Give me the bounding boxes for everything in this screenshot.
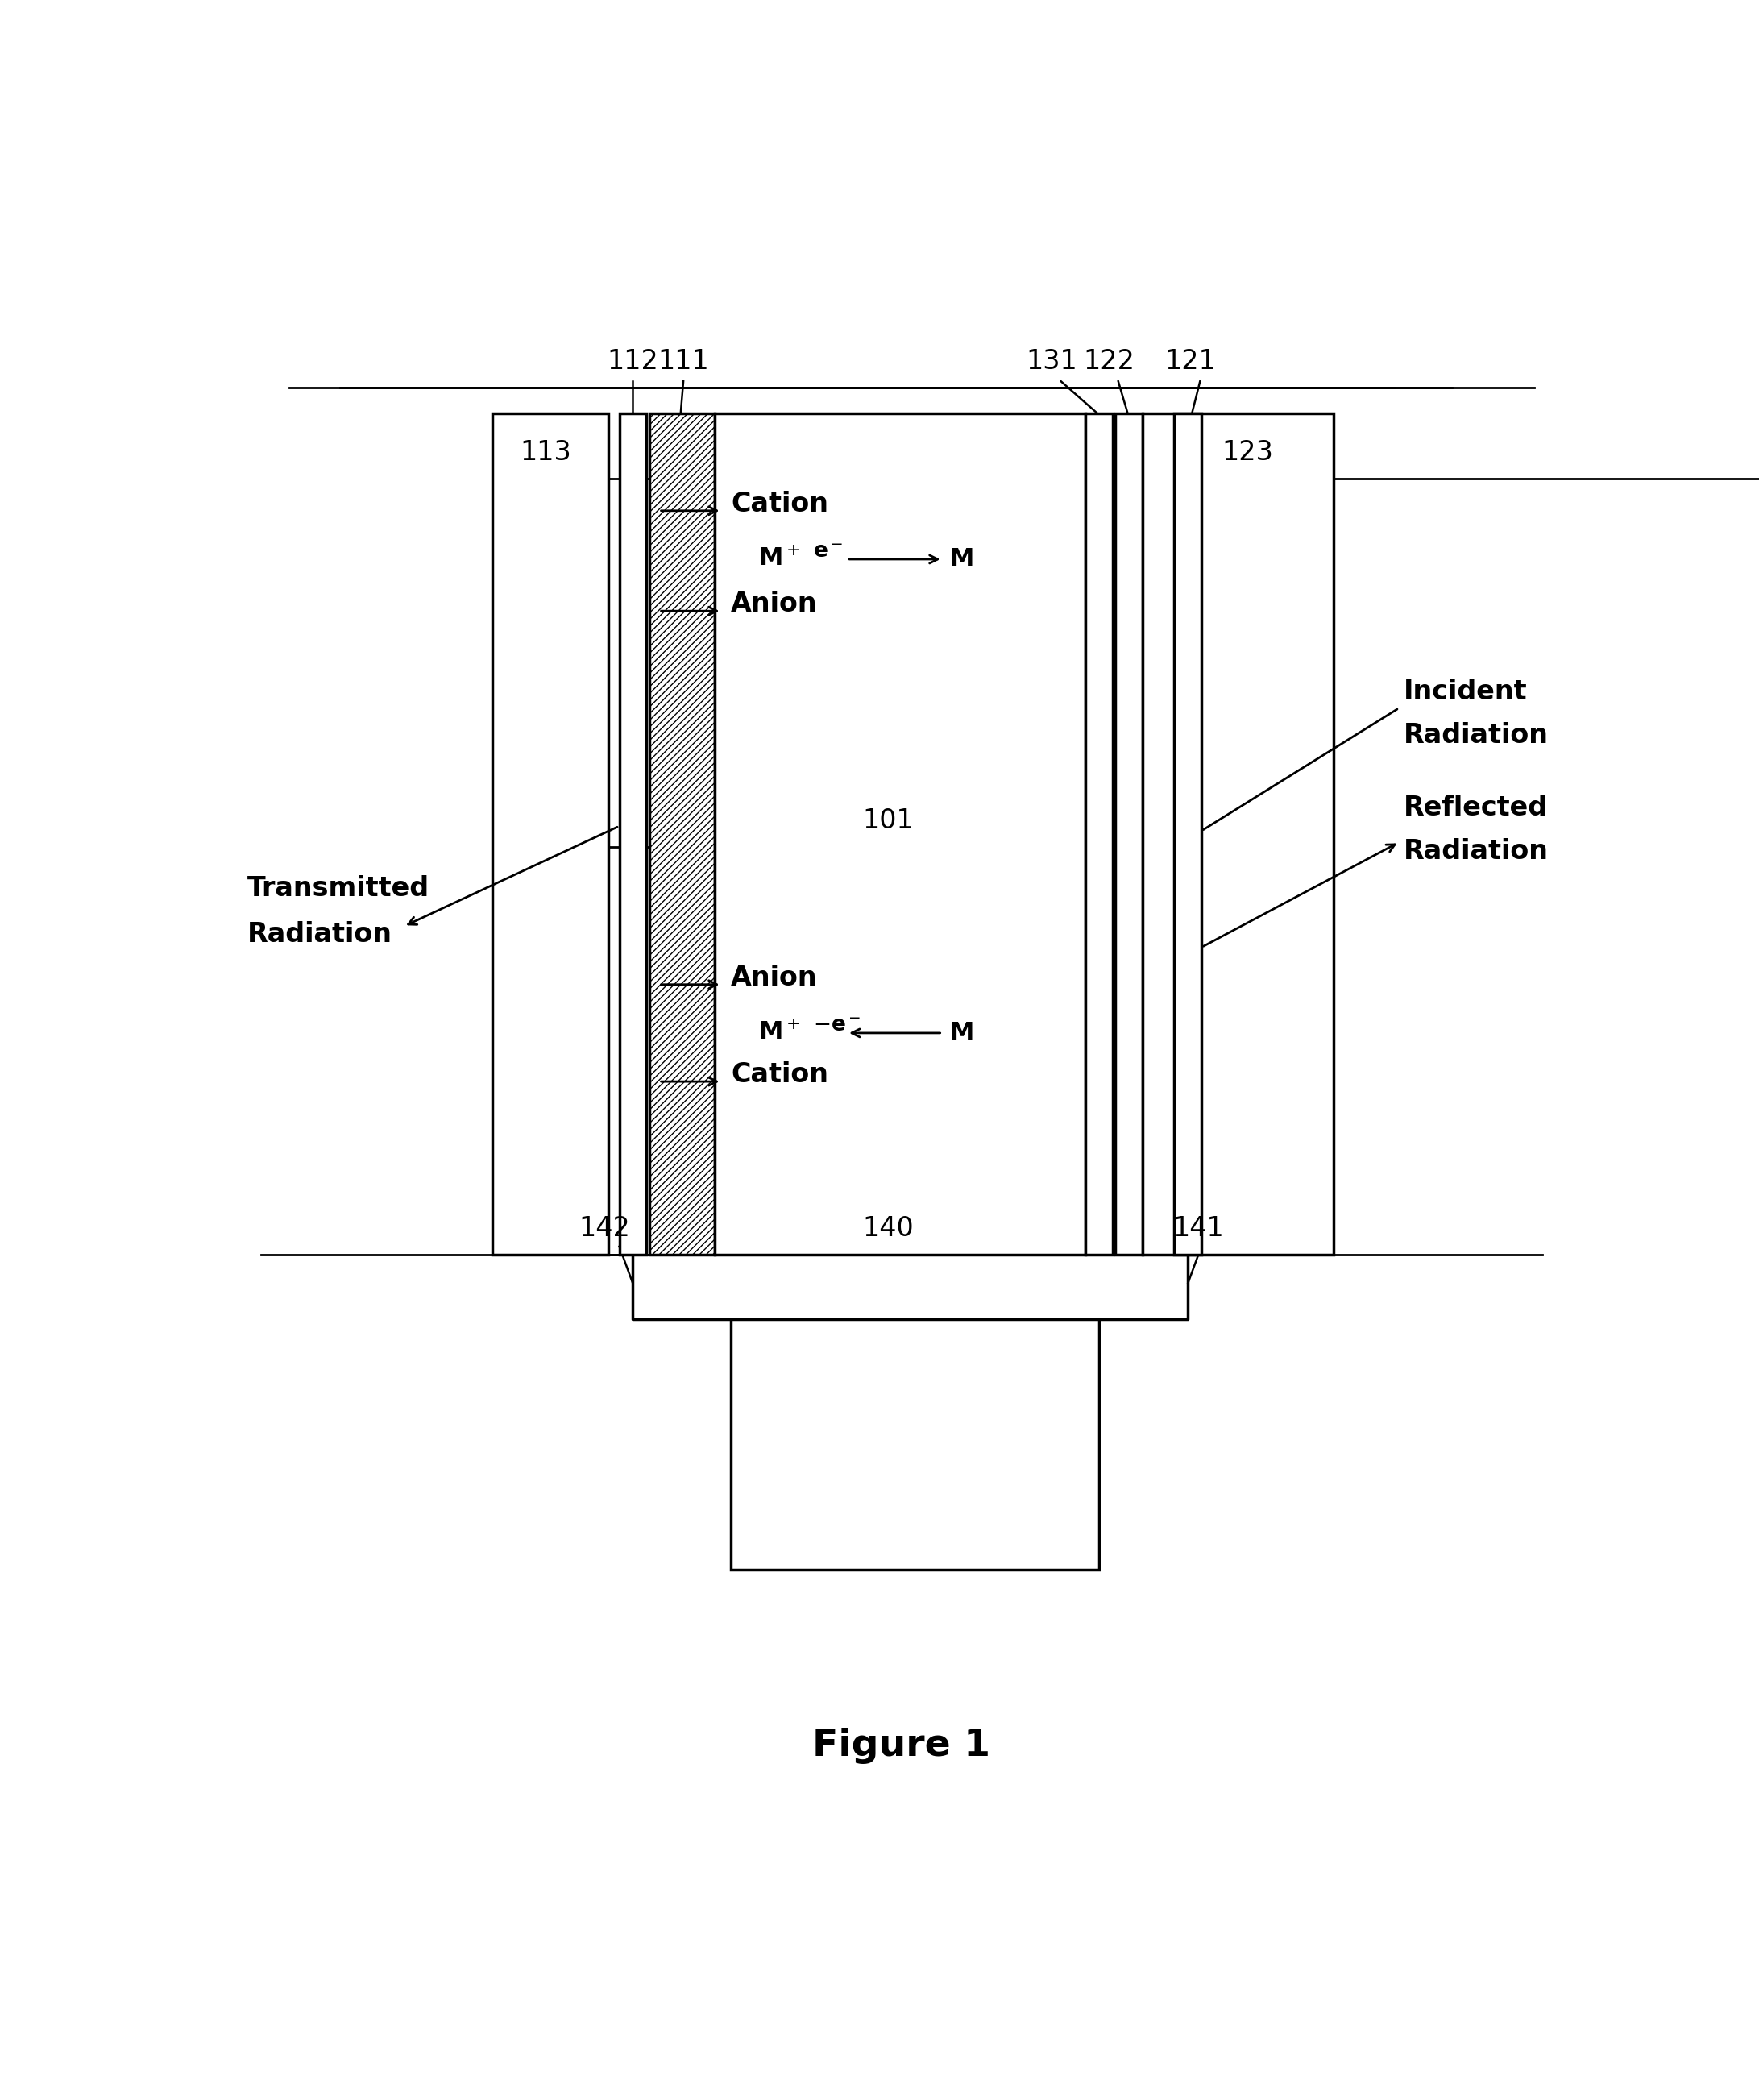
Text: M: M: [950, 548, 974, 571]
Text: 140: 140: [862, 1216, 913, 1241]
Text: e$^-$: e$^-$: [813, 542, 843, 563]
Text: Reflected: Reflected: [1404, 794, 1548, 821]
Text: 141: 141: [1173, 1216, 1224, 1241]
Bar: [649, 414, 714, 1254]
Bar: [619, 414, 647, 1254]
Bar: [1085, 414, 1113, 1254]
Text: Cation: Cation: [732, 491, 828, 517]
Text: Transmitted: Transmitted: [246, 876, 429, 903]
Text: Incident: Incident: [1404, 678, 1527, 706]
Bar: [1115, 414, 1143, 1254]
Text: 142: 142: [579, 1216, 630, 1241]
Text: −: −: [1055, 1480, 1080, 1508]
Text: Figure 1: Figure 1: [813, 1728, 990, 1764]
Text: Radiation: Radiation: [1404, 722, 1548, 748]
Text: 122: 122: [1084, 349, 1135, 376]
Text: 123: 123: [1223, 439, 1274, 466]
Text: 101: 101: [862, 808, 913, 834]
Text: Anion: Anion: [732, 590, 818, 617]
Text: +: +: [749, 1480, 774, 1508]
Bar: [714, 414, 1085, 1254]
Text: Cation: Cation: [732, 1060, 828, 1088]
Text: Radiation: Radiation: [1404, 838, 1548, 865]
Bar: [1143, 414, 1333, 1254]
Text: M$^+$: M$^+$: [758, 1021, 800, 1044]
Text: M$^+$: M$^+$: [758, 546, 800, 571]
Text: Anion: Anion: [732, 964, 818, 991]
Bar: [1175, 414, 1201, 1254]
Text: M: M: [950, 1021, 974, 1044]
Text: $-$e$^-$: $-$e$^-$: [813, 1014, 860, 1035]
Text: 121: 121: [1164, 349, 1215, 376]
Bar: [493, 414, 609, 1254]
Text: Radiation: Radiation: [246, 920, 392, 947]
Bar: [732, 1319, 1099, 1571]
Text: 131: 131: [1025, 349, 1077, 376]
Text: 111: 111: [658, 349, 709, 376]
Text: 113: 113: [521, 439, 572, 466]
Text: 112: 112: [607, 349, 658, 376]
